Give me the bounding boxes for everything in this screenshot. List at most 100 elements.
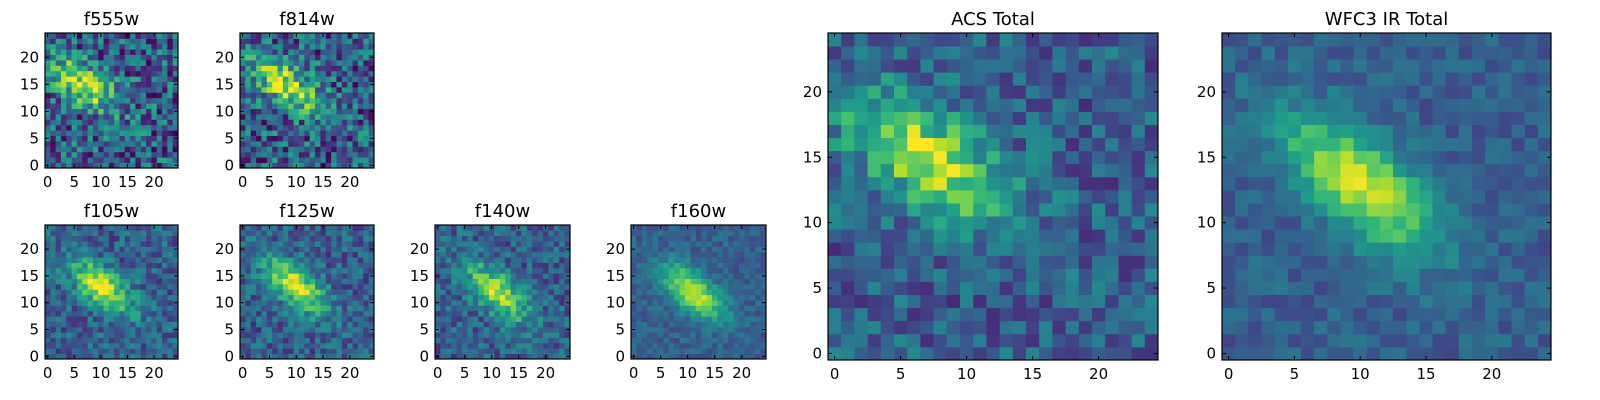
heatmap-cell xyxy=(151,289,158,296)
heatmap-cell xyxy=(548,267,555,274)
heatmap-cell xyxy=(1235,294,1249,309)
heatmap-cell xyxy=(368,33,375,39)
heatmap-cell xyxy=(733,230,740,237)
heatmap-cell xyxy=(505,294,511,301)
heatmap-cell xyxy=(250,251,257,258)
heatmap-cell xyxy=(341,130,348,136)
heatmap-cell xyxy=(1039,294,1053,309)
heatmap-cell xyxy=(1432,333,1447,348)
heatmap-cell xyxy=(1065,150,1080,165)
heatmap-cell xyxy=(706,342,713,349)
heatmap-cell xyxy=(744,246,751,253)
heatmap-cell xyxy=(368,278,375,285)
heatmap-cell xyxy=(933,85,948,99)
heatmap-cell xyxy=(272,246,278,253)
heatmap-cell xyxy=(151,321,158,328)
heatmap-cell xyxy=(663,337,670,344)
heatmap-cell xyxy=(151,146,158,153)
heatmap-cell xyxy=(445,230,452,237)
heatmap-cell xyxy=(717,310,724,317)
heatmap-cell xyxy=(647,305,653,312)
heatmap-cell xyxy=(256,114,262,120)
y-tick-label: 10 xyxy=(20,102,39,120)
heatmap-cell xyxy=(744,342,751,349)
heatmap-cell xyxy=(347,348,353,355)
heatmap-cell xyxy=(124,241,131,247)
heatmap-cell xyxy=(456,225,463,231)
heatmap-cell xyxy=(309,92,316,99)
heatmap-cell xyxy=(733,241,740,247)
heatmap-cell xyxy=(167,321,174,328)
heatmap-cell xyxy=(357,310,364,317)
heatmap-cell xyxy=(309,124,316,131)
heatmap-cell xyxy=(521,353,528,360)
heatmap-cell xyxy=(92,241,99,247)
heatmap-cell xyxy=(744,326,751,333)
heatmap-cell xyxy=(668,337,675,344)
heatmap-cell xyxy=(151,114,158,120)
heatmap-cell xyxy=(749,300,756,306)
heatmap-cell xyxy=(494,342,501,349)
heatmap-cell xyxy=(172,119,179,126)
heatmap-cell xyxy=(526,332,533,338)
heatmap-cell xyxy=(445,257,452,263)
heatmap-cell xyxy=(472,267,479,274)
heatmap-cell xyxy=(553,310,560,317)
heatmap-cell xyxy=(50,278,57,285)
heatmap-cell xyxy=(261,316,268,322)
heatmap-cell xyxy=(728,326,734,333)
heatmap-cell xyxy=(760,278,767,285)
heatmap-cell xyxy=(298,141,305,147)
heatmap-cell xyxy=(60,54,67,61)
heatmap-cell xyxy=(1105,124,1119,139)
heatmap-cell xyxy=(341,124,348,131)
heatmap-cell xyxy=(119,54,126,61)
heatmap-cell xyxy=(172,65,179,72)
heatmap-cell xyxy=(336,316,343,322)
heatmap-cell xyxy=(103,294,110,301)
panel-title: f140w xyxy=(475,201,530,222)
heatmap-cell xyxy=(282,76,289,82)
heatmap-cell xyxy=(999,111,1014,125)
heatmap-cell xyxy=(245,49,252,55)
heatmap-cell xyxy=(679,300,686,306)
heatmap-cell xyxy=(854,216,868,230)
heatmap-cell xyxy=(130,251,136,258)
heatmap-cell xyxy=(162,225,168,231)
heatmap-cell xyxy=(119,49,126,55)
heatmap-cell xyxy=(293,60,300,66)
heatmap-cell xyxy=(272,332,278,338)
heatmap-cell xyxy=(1105,111,1119,125)
heatmap-cell xyxy=(1105,320,1119,335)
heatmap-cell xyxy=(250,162,257,169)
heatmap-cell xyxy=(510,321,517,328)
heatmap-cell xyxy=(320,283,327,290)
heatmap-cell xyxy=(167,76,174,82)
heatmap-cell xyxy=(1537,189,1552,204)
heatmap-cell xyxy=(50,97,57,104)
heatmap-cell xyxy=(87,353,94,360)
heatmap-cell xyxy=(261,70,268,77)
heatmap-cell xyxy=(986,59,1000,73)
heatmap-cell xyxy=(363,114,370,120)
heatmap-cell xyxy=(55,38,62,45)
heatmap-cell xyxy=(172,151,179,158)
heatmap-cell xyxy=(435,235,441,242)
heatmap-cell xyxy=(55,289,62,296)
heatmap-cell xyxy=(647,348,653,355)
heatmap-cell xyxy=(841,203,855,217)
heatmap-cell xyxy=(749,251,756,258)
heatmap-cell xyxy=(440,305,447,312)
heatmap-cell xyxy=(631,305,637,312)
heatmap-cell xyxy=(867,203,882,217)
heatmap-cell xyxy=(462,337,468,344)
heatmap-cell xyxy=(451,251,457,258)
heatmap-cell xyxy=(652,267,659,274)
heatmap-cell xyxy=(647,257,653,263)
heatmap-cell xyxy=(162,337,168,344)
heatmap-cell xyxy=(973,163,987,178)
heatmap-cell xyxy=(250,49,257,55)
heatmap-cell xyxy=(1472,189,1486,204)
heatmap-cell xyxy=(451,278,457,285)
heatmap-cell xyxy=(1287,255,1302,269)
